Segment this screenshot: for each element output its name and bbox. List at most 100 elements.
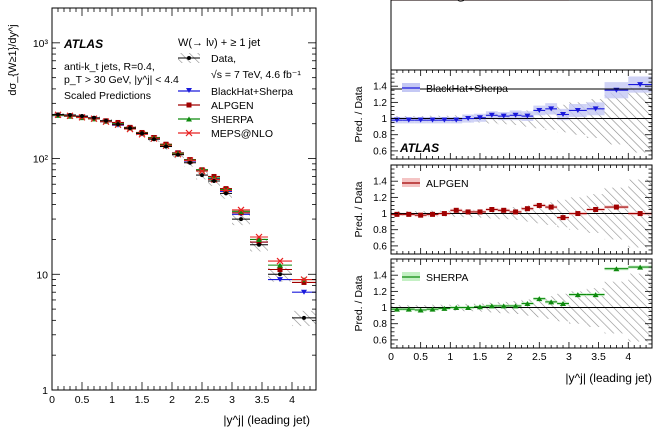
x-tick-label: 4 — [289, 394, 295, 406]
ratio-point — [405, 306, 412, 312]
ratio-ylabel: Pred. / Data — [0, 0, 28, 3]
data-point — [80, 114, 84, 119]
ratio-point — [477, 209, 483, 215]
x-tick-label: 1.5 — [135, 394, 150, 406]
legend-meps-label: MEPS@NLO — [211, 128, 273, 140]
main-ylabel: dσ_{W≥1}/dy^j — [7, 24, 19, 95]
ratio-point — [560, 301, 567, 306]
x-tick-label: 3.5 — [255, 394, 270, 406]
ratio-point — [575, 211, 581, 217]
ratio-y-tick-label: 1.2 — [373, 287, 387, 298]
ratio-y-tick-label: 0.8 — [373, 130, 387, 141]
ratio-y-tick-label: 0.6 — [373, 0, 387, 3]
ratio-x-tick-label: 1 — [447, 351, 453, 363]
ratio-legends: BlackHat+Sherpa ALPGEN SHERPA MEPS@NLO — [402, 0, 508, 284]
prediction-point — [277, 262, 283, 268]
ratio-point — [429, 117, 436, 123]
ratio-point — [394, 211, 400, 217]
ratio-point — [453, 305, 460, 311]
ratio-legend-label: BlackHat+Sherpa — [426, 83, 508, 95]
data-point — [239, 217, 243, 222]
ratio-y-tick-label: 1.2 — [373, 193, 387, 204]
ratio-x-tick-label: 0 — [388, 351, 394, 363]
ratio-ylabel: Pred. / Data — [353, 275, 365, 331]
ratio-point — [418, 212, 424, 218]
prediction-point — [222, 187, 230, 194]
data-point — [68, 112, 72, 117]
ratio-point — [637, 264, 644, 270]
data-point — [104, 118, 108, 123]
data-point — [302, 315, 306, 320]
ratio-xlabel: |y^j| (leading jet) — [565, 371, 652, 385]
ratio-point — [513, 209, 519, 215]
ratio-point — [524, 113, 531, 119]
data-point — [116, 122, 120, 127]
legend-data-label: Data, — [211, 53, 236, 65]
ratio-point — [574, 292, 581, 298]
ratio-point — [406, 211, 412, 217]
ratio-point — [489, 207, 495, 212]
info-line-pt: p_T > 30 GeV, |y^j| < 4.4 — [64, 74, 179, 86]
y-tick-label: 10² — [33, 154, 49, 166]
ratio-y-tick-label: 0.8 — [373, 0, 387, 3]
ratio-y-tick-label: 0.6 — [373, 146, 387, 157]
main-axes: 0 0.5 1 1.5 2 2.5 3 3.5 4 1 10 10² 10³ — [33, 7, 317, 406]
ratio-point — [592, 292, 599, 298]
ratio-point — [441, 211, 447, 217]
ratio-point — [417, 117, 424, 123]
ratio-point — [465, 209, 471, 215]
prediction-point — [276, 257, 284, 265]
ratio-point — [476, 304, 483, 310]
ratio-point — [488, 112, 495, 118]
prediction-point — [237, 206, 245, 214]
data-point — [140, 131, 144, 136]
ratio-y-tick-label: 1 — [381, 114, 387, 125]
data-point — [92, 115, 96, 120]
ratio-point — [500, 113, 507, 119]
legend-sherpa-label: SHERPA — [211, 114, 253, 126]
prediction-point — [255, 233, 263, 241]
ratio-point — [560, 215, 566, 221]
prediction-point — [198, 167, 206, 175]
data-point — [128, 126, 132, 131]
ratio-atlas-label: ATLAS — [399, 141, 439, 155]
ratio-x-tick-label: 1.5 — [473, 351, 488, 363]
ratio-y-tick-label: 1.4 — [373, 177, 387, 188]
x-tick-label: 2 — [169, 394, 175, 406]
y-tick-label: 1 — [42, 385, 48, 397]
main-xlabel: |y^j| (leading jet) — [223, 413, 310, 427]
ratio-y-tick-label: 1 — [381, 0, 387, 3]
data-point — [200, 173, 204, 178]
ratio-point — [592, 106, 599, 112]
ratio-point — [512, 112, 519, 118]
x-tick-label: 1 — [109, 394, 115, 406]
ratio-point — [613, 204, 619, 210]
ratio-ylabel: Pred. / Data — [353, 86, 365, 142]
ratio-y-tick-label: 1.4 — [373, 271, 387, 282]
ratio-point — [574, 107, 581, 113]
ratio-point — [441, 117, 448, 123]
ratio-point — [465, 116, 472, 122]
ratio-ylabel: Pred. / Data — [353, 181, 365, 237]
ratio-point — [548, 299, 555, 305]
main-plot-area — [52, 111, 316, 327]
ratio-point — [613, 266, 620, 272]
ratio-frame — [390, 0, 653, 90]
x-tick-label: 2.5 — [195, 394, 210, 406]
ratio-x-tick-label: 3 — [566, 351, 572, 363]
main-atlas-label: ATLAS — [63, 37, 103, 51]
prediction-point — [300, 276, 308, 283]
ratio-y-tick-label: 0.8 — [373, 319, 387, 330]
ratio-point — [560, 112, 567, 117]
prediction-point — [256, 239, 262, 245]
legend-alpgen-label: ALPGEN — [211, 100, 254, 112]
main-legend: Data, BlackHat+Sherpa ALPGEN SHERPA MEPS… — [178, 53, 293, 140]
data-point — [176, 152, 180, 157]
ratio-legend-label: MEPS@NLO — [426, 0, 488, 3]
ratio-y-tick-label: 1.2 — [373, 0, 387, 3]
ratio-point — [441, 305, 448, 311]
prediction-point — [238, 208, 244, 214]
info-line-jets: anti-k_t jets, R=0.4, — [64, 61, 155, 73]
